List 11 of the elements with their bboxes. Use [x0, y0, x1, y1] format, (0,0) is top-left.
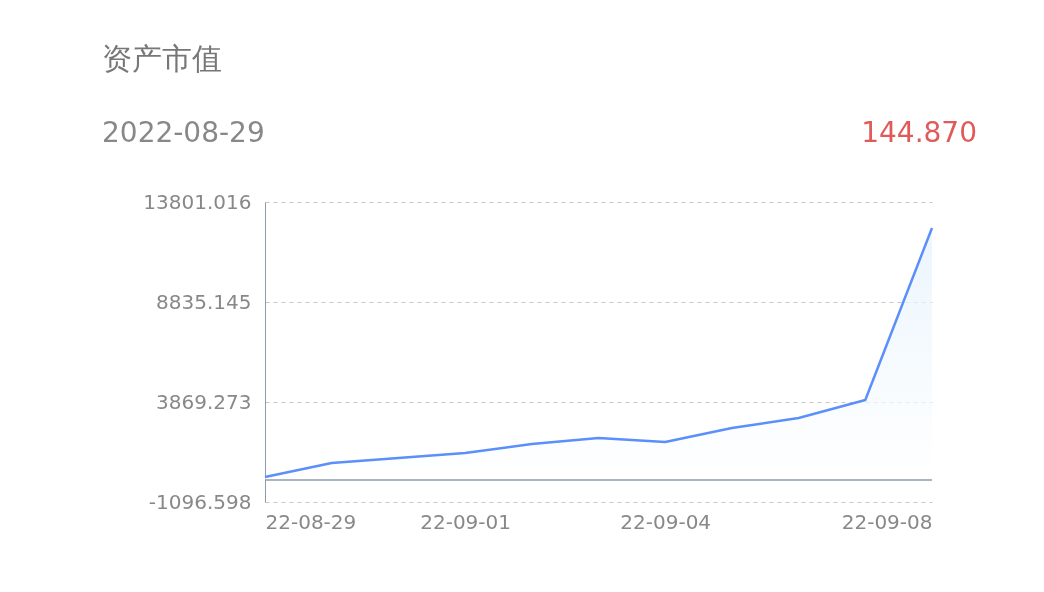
y-tick-label: 8835.145 — [156, 289, 252, 314]
x-tick-label: 22-09-08 — [841, 509, 933, 534]
y-tick-label: 13801.016 — [143, 189, 252, 214]
text: 2022-08-29 — [102, 116, 265, 149]
x-tick-label: 22-09-01 — [420, 509, 511, 534]
y-tick-label: -1096.598 — [148, 489, 252, 514]
y-tick-label: 3869.273 — [156, 389, 252, 414]
chart-title: 资产市值 — [102, 41, 222, 76]
x-tick-label: 22-08-29 — [265, 509, 357, 534]
x-tick-label: 22-09-04 — [620, 509, 712, 534]
text: 144.870 — [861, 116, 977, 149]
